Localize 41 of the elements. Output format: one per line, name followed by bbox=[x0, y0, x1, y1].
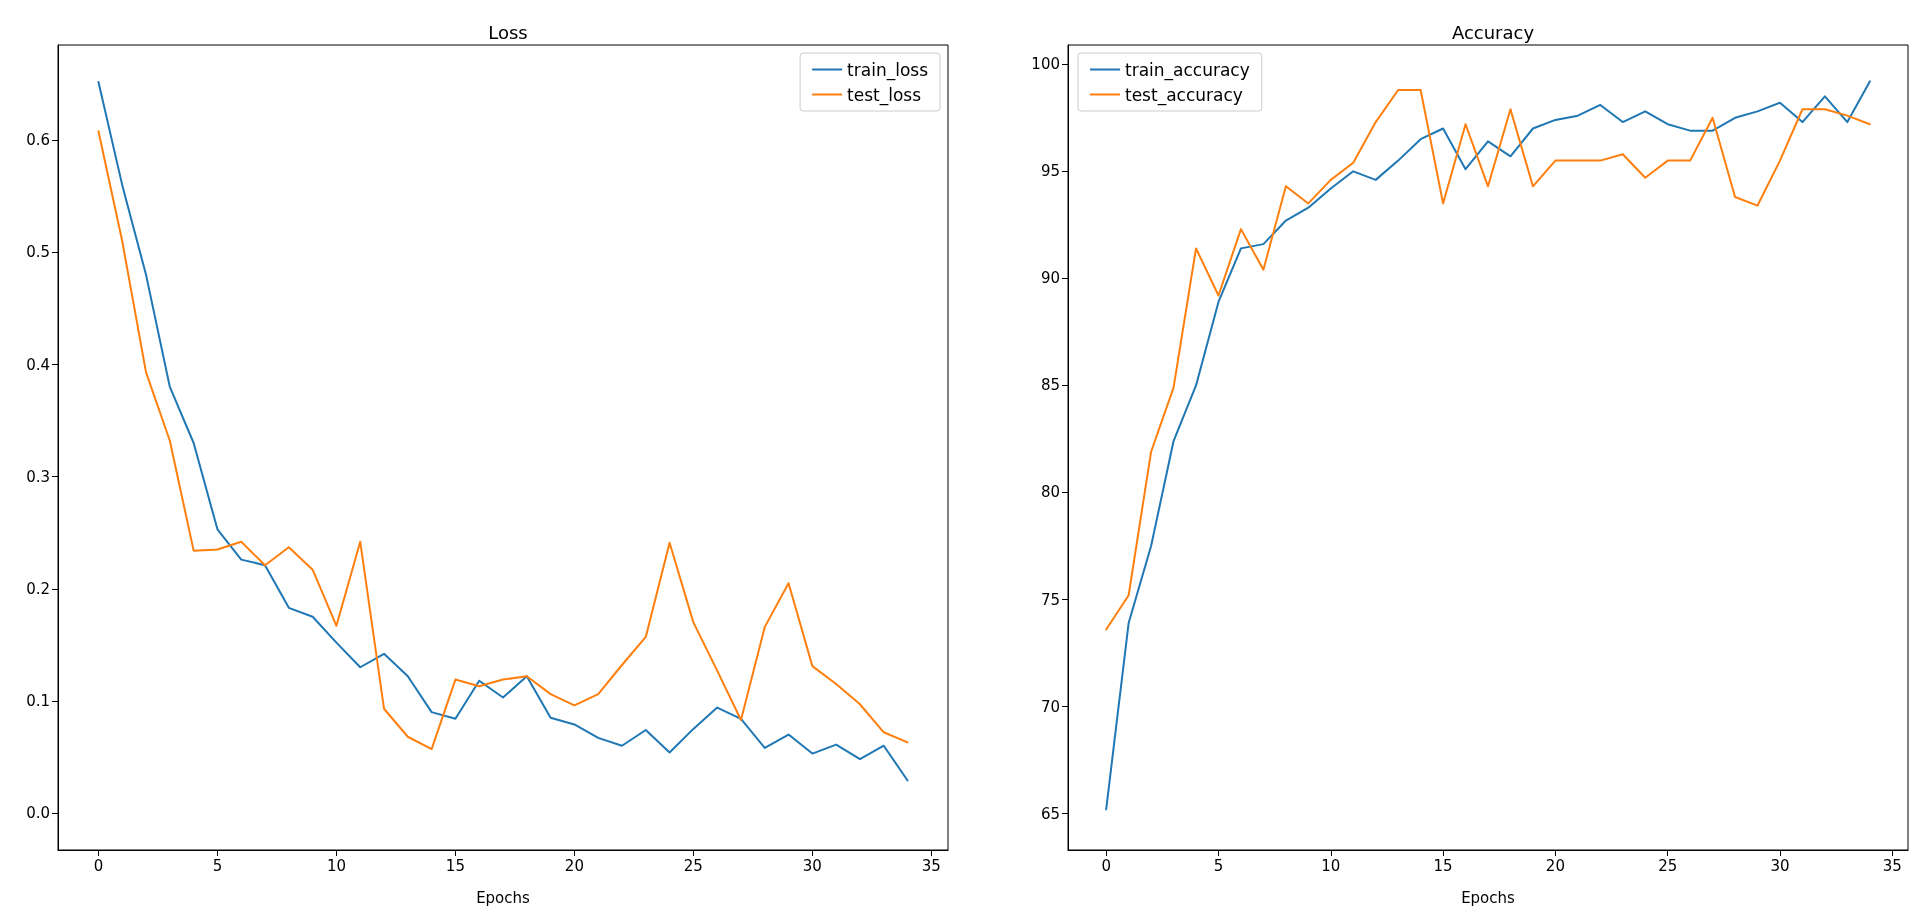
x-axis-title: Epochs bbox=[476, 888, 531, 907]
y-tick-label: 0.6 bbox=[26, 131, 50, 150]
x-tick-label: 20 bbox=[564, 856, 584, 875]
x-tick-label: 20 bbox=[1545, 856, 1565, 875]
y-tick-label: 65 bbox=[1040, 804, 1060, 823]
x-tick-label: 15 bbox=[445, 856, 465, 875]
x-axis-title: Epochs bbox=[1461, 888, 1516, 907]
legend-label: train_accuracy bbox=[1125, 59, 1250, 81]
legend-label: test_loss bbox=[847, 84, 922, 106]
y-tick-label: 85 bbox=[1040, 376, 1060, 395]
chart-title: Accuracy bbox=[1451, 21, 1535, 43]
x-tick-label: 30 bbox=[1770, 856, 1790, 875]
x-tick-label: 5 bbox=[212, 856, 223, 875]
x-tick-label: 35 bbox=[1882, 856, 1902, 875]
x-tick-label: 15 bbox=[1433, 856, 1453, 875]
x-tick-label: 0 bbox=[1101, 856, 1111, 875]
y-tick-label: 80 bbox=[1040, 483, 1060, 502]
line-series bbox=[1105, 80, 1871, 811]
y-tick-label: 90 bbox=[1040, 269, 1060, 288]
y-tick-label: 0.3 bbox=[26, 467, 50, 486]
x-tick-label: 35 bbox=[921, 856, 941, 875]
x-tick-label: 25 bbox=[1658, 856, 1678, 875]
y-tick-label: 100 bbox=[1031, 55, 1060, 74]
chart-title: Loss bbox=[488, 21, 528, 43]
legend-label: test_accuracy bbox=[1125, 84, 1243, 106]
y-tick-label: 0.1 bbox=[26, 691, 50, 710]
y-tick-label: 0.0 bbox=[26, 804, 50, 822]
y-tick-label: 0.5 bbox=[26, 243, 50, 262]
y-tick-label: 95 bbox=[1040, 162, 1060, 181]
x-tick-label: 10 bbox=[326, 856, 346, 875]
line-series bbox=[1105, 88, 1871, 631]
y-tick-label: 70 bbox=[1040, 697, 1060, 716]
x-tick-label: 5 bbox=[1213, 856, 1224, 875]
legend-label: train_loss bbox=[847, 59, 929, 81]
y-tick-label: 0.4 bbox=[26, 355, 50, 374]
x-tick-label: 25 bbox=[683, 856, 703, 875]
y-tick-label: 0.2 bbox=[26, 579, 50, 598]
x-tick-label: 10 bbox=[1321, 856, 1341, 875]
x-tick-label: 0 bbox=[93, 856, 104, 875]
y-tick-label: 75 bbox=[1040, 590, 1060, 609]
x-tick-label: 30 bbox=[802, 856, 822, 875]
